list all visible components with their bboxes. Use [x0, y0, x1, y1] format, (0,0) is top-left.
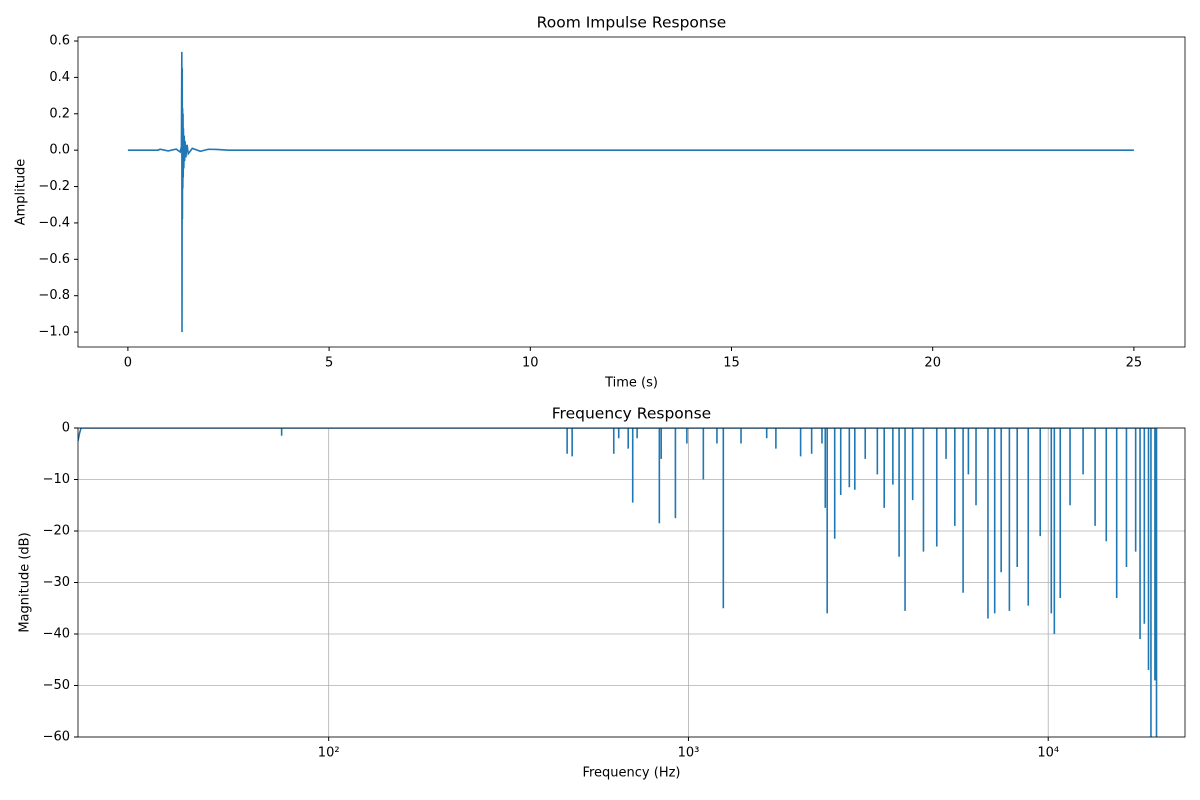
y-tick-label: −0.8	[38, 288, 70, 303]
y-tick-label: −40	[43, 627, 70, 642]
y-tick-label: −50	[43, 678, 70, 693]
y-tick-label: −0.4	[38, 215, 70, 230]
x-tick-label: 10⁴	[1037, 746, 1059, 761]
y-axis-label: Magnitude (dB)	[18, 532, 33, 632]
y-tick-label: 0.6	[49, 34, 70, 49]
y-tick-label: 0.2	[49, 106, 70, 121]
x-axis-label: Frequency (Hz)	[582, 766, 680, 781]
y-axis-label: Amplitude	[14, 159, 29, 226]
y-tick-label: −0.2	[38, 179, 70, 194]
y-tick-label: −10	[43, 472, 70, 487]
chart-title: Room Impulse Response	[537, 14, 727, 32]
x-tick-label: 10³	[678, 746, 700, 761]
data-line	[127, 51, 1134, 333]
y-tick-label: −60	[43, 730, 70, 745]
x-tick-label: 0	[124, 356, 132, 371]
y-tick-label: 0	[62, 421, 70, 436]
x-axis-label: Time (s)	[604, 376, 658, 391]
axes-frame	[77, 427, 1186, 738]
chart-title: Frequency Response	[552, 405, 711, 423]
axes-frame	[77, 36, 1186, 348]
x-tick-label: 5	[325, 356, 333, 371]
y-tick-label: 0.4	[49, 70, 70, 85]
y-tick-label: −0.6	[38, 252, 70, 267]
data-line	[78, 428, 1158, 737]
x-tick-label: 10²	[318, 746, 340, 761]
x-tick-label: 15	[723, 356, 740, 371]
y-tick-label: −30	[43, 575, 70, 590]
y-tick-label: −1.0	[38, 325, 70, 340]
x-tick-label: 10	[522, 356, 539, 371]
y-tick-label: 0.0	[49, 143, 70, 158]
y-tick-label: −20	[43, 524, 70, 539]
x-tick-label: 25	[1126, 356, 1143, 371]
x-tick-label: 20	[924, 356, 941, 371]
